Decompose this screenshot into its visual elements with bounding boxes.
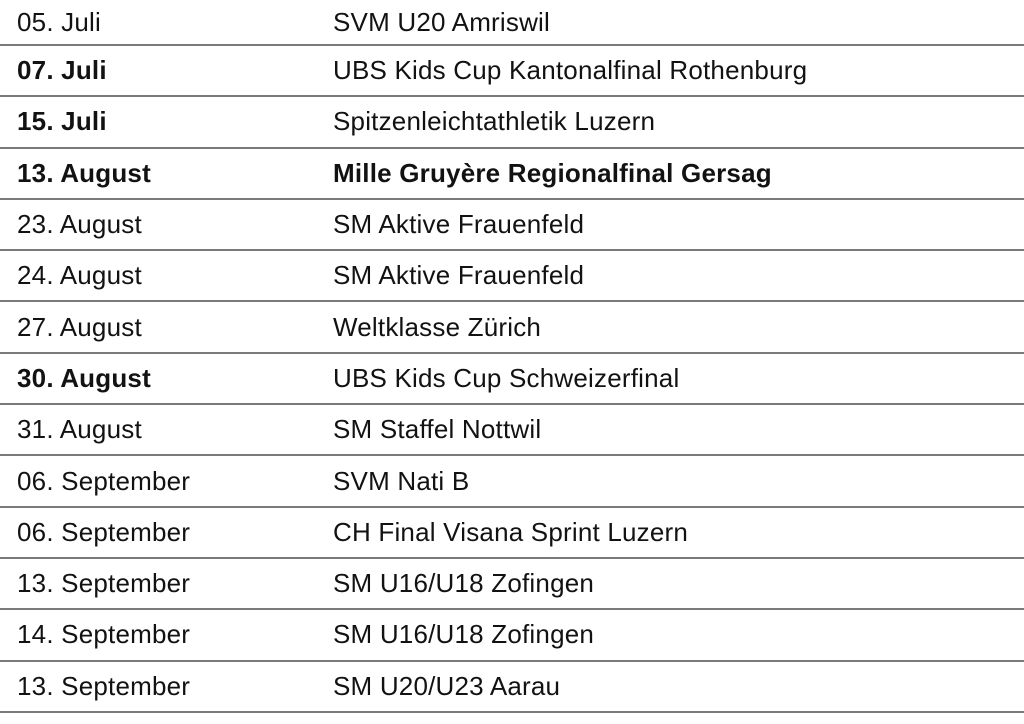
table-row: 23. August SM Aktive Frauenfeld: [0, 200, 1024, 252]
event-cell: SM U16/U18 Zofingen: [333, 568, 595, 599]
table-row: 14. September SM U16/U18 Zofingen: [0, 610, 1024, 662]
date-cell: 14. September: [17, 619, 191, 650]
date-cell: 13. September: [17, 670, 191, 701]
event-cell: SVM Nati B: [333, 465, 470, 496]
event-cell: SM Aktive Frauenfeld: [333, 260, 585, 291]
event-cell: UBS Kids Cup Kantonalfinal Rothenburg: [333, 55, 808, 86]
table-row: 15. Juli Spitzenleichtathletik Luzern: [0, 97, 1024, 149]
event-cell: SVM U20 Amriswil: [333, 6, 551, 37]
date-cell: 15. Juli: [17, 106, 107, 137]
event-cell: CH Final Visana Sprint Luzern: [333, 516, 689, 547]
date-cell: 13. September: [17, 568, 191, 599]
date-cell: 23. August: [17, 209, 142, 240]
date-cell: 30. August: [17, 362, 151, 393]
event-cell: Spitzenleichtathletik Luzern: [333, 106, 656, 137]
date-cell: 06. September: [17, 465, 191, 496]
event-cell: SM Aktive Frauenfeld: [333, 209, 585, 240]
date-cell: 27. August: [17, 311, 142, 342]
table-row: 13. September SM U20/U23 Aarau: [0, 662, 1024, 713]
date-cell: 06. September: [17, 516, 191, 547]
table-row: 27. August Weltklasse Zürich: [0, 302, 1024, 354]
table-row: 06. September SVM Nati B: [0, 456, 1024, 508]
date-cell: 31. August: [17, 414, 142, 445]
date-cell: 13. August: [17, 157, 151, 188]
event-cell: SM U16/U18 Zofingen: [333, 619, 595, 650]
table-row: 30. August UBS Kids Cup Schweizerfinal: [0, 354, 1024, 406]
table-row: 24. August SM Aktive Frauenfeld: [0, 251, 1024, 303]
date-cell: 07. Juli: [17, 55, 107, 86]
event-cell: SM U20/U23 Aarau: [333, 670, 561, 701]
table-row: 31. August SM Staffel Nottwil: [0, 405, 1024, 457]
table-row: 07. Juli UBS Kids Cup Kantonalfinal Rothe…: [0, 46, 1024, 98]
event-cell: Mille Gruyère Regionalfinal Gersag: [333, 157, 772, 188]
table-row: 13. September SM U16/U18 Zofingen: [0, 559, 1024, 611]
table-row: 05. Juli SVM U20 Amriswil: [0, 0, 1024, 46]
table-row: 06. September CH Final Visana Sprint Luze…: [0, 508, 1024, 559]
date-cell: 05. Juli: [17, 6, 101, 37]
event-cell: Weltklasse Zürich: [333, 311, 542, 342]
event-cell: SM Staffel Nottwil: [333, 414, 542, 445]
event-cell: UBS Kids Cup Schweizerfinal: [333, 362, 680, 393]
date-cell: 24. August: [17, 260, 142, 291]
table-row: 13. August Mille Gruyère Regionalfinal Ge…: [0, 149, 1024, 200]
